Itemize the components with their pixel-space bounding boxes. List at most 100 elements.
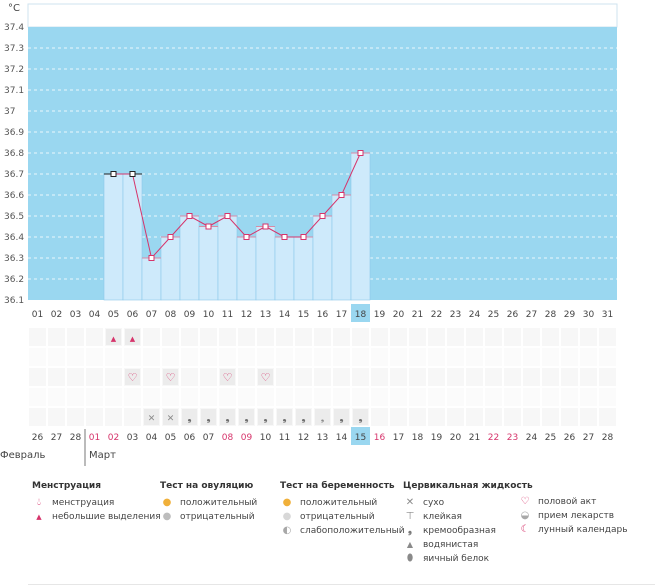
legend-item: ✕ сухо	[403, 496, 533, 510]
temperature-bar	[103, 173, 124, 301]
x-tick-label: 15	[298, 310, 309, 320]
calendar-date: 25	[545, 433, 556, 443]
marker-bg	[163, 409, 178, 425]
legend-cervical: Цервикальная жидкость ✕ сухо ⊤ клейкая ❟…	[403, 481, 533, 566]
marker-cell	[142, 327, 161, 347]
x-icon: ✕	[148, 414, 156, 424]
x-tick-label: 10	[203, 310, 215, 320]
legend-label: клейкая	[423, 512, 462, 522]
marker-cell	[256, 347, 275, 367]
x-tick-label: 13	[260, 310, 271, 320]
legend-title: Цервикальная жидкость	[403, 481, 533, 491]
x-tick-label: 18	[355, 310, 367, 320]
temperature-point	[148, 255, 155, 261]
temperature-point	[129, 171, 136, 177]
calendar-date: 18	[412, 433, 424, 443]
x-tick-label: 24	[469, 310, 481, 320]
marker-cell	[123, 387, 142, 407]
marker-bg	[277, 409, 292, 425]
legend-item: ▲ небольшие выделения	[32, 510, 160, 524]
marker-cell	[351, 327, 370, 347]
temperature-bar	[198, 226, 219, 301]
marker-cell	[446, 407, 465, 427]
weak-circle-icon: ◐	[282, 525, 292, 536]
marker-cell	[408, 387, 427, 407]
temperature-bar	[217, 215, 238, 301]
x-tick-label: 16	[317, 310, 329, 320]
marker-cell	[313, 387, 332, 407]
calendar-date: 03	[127, 433, 138, 443]
marker-bg	[220, 369, 235, 385]
marker-cell	[579, 407, 598, 427]
marker-cell	[237, 387, 256, 407]
marker-cell	[351, 387, 370, 407]
x-icon: ✕	[167, 414, 175, 424]
marker-cell	[541, 327, 560, 347]
marker-cell	[85, 367, 104, 387]
temperature-point	[205, 223, 212, 230]
marker-cell	[294, 367, 313, 387]
marker-cell	[161, 347, 180, 367]
marker-cell	[199, 367, 218, 387]
temperature-bar	[122, 173, 143, 301]
legend-item: ◐ слабоположительный	[280, 524, 405, 538]
x-tick-label: 08	[165, 310, 177, 320]
marker-cell	[275, 387, 294, 407]
calendar-date: 13	[317, 433, 328, 443]
marker-bg	[334, 409, 349, 425]
creamy-icon: ❟	[282, 411, 286, 424]
heart-icon: ♡	[166, 371, 176, 384]
creamy-icon: ❟	[358, 411, 362, 424]
marker-cell	[351, 367, 370, 387]
marker-cell	[427, 387, 446, 407]
marker-cell	[427, 347, 446, 367]
marker-cell	[484, 327, 503, 347]
legend-menstruation: Менструация 💧︎ менструация ▲ небольшие в…	[32, 481, 161, 524]
calendar-date: 20	[450, 433, 462, 443]
temperature-point	[110, 171, 117, 177]
creamy-icon: ❟	[187, 411, 191, 424]
calendar-date: 07	[203, 433, 214, 443]
marker-cell	[484, 367, 503, 387]
temperature-point	[281, 234, 288, 240]
marker-cell	[484, 347, 503, 367]
y-tick-label: 37.2	[4, 65, 24, 75]
temperature-bar	[236, 236, 257, 301]
calendar-date: 05	[165, 433, 176, 443]
x-tick-label: 29	[564, 310, 576, 320]
temperature-bar	[312, 215, 333, 301]
marker-cell	[275, 327, 294, 347]
drop-large-icon: 💧︎	[37, 497, 41, 508]
calendar-date: 11	[279, 433, 290, 443]
marker-bg	[201, 409, 216, 425]
temperature-bar	[141, 257, 162, 301]
marker-cell	[598, 347, 617, 367]
x-tick-label: 25	[488, 310, 499, 320]
marker-cell	[180, 367, 199, 387]
marker-cell	[427, 407, 446, 427]
marker-bg	[125, 369, 140, 385]
marker-cell	[446, 327, 465, 347]
temperature-bar	[331, 194, 352, 301]
marker-cell	[465, 387, 484, 407]
marker-cell	[465, 347, 484, 367]
heart-icon: ♡	[223, 371, 233, 384]
marker-cell	[503, 347, 522, 367]
marker-cell	[218, 327, 237, 347]
legend-item: ☾ лунный календарь	[518, 523, 628, 537]
calendar-date: 12	[298, 433, 309, 443]
x-icon: ✕	[405, 497, 415, 508]
temperature-line	[113, 152, 361, 260]
legend-label: прием лекарств	[538, 511, 615, 521]
marker-cell	[142, 347, 161, 367]
marker-cell	[484, 407, 503, 427]
calendar-date: 21	[469, 433, 480, 443]
drop-small-icon: ▲	[130, 335, 136, 343]
legend-title: Тест на овуляцию	[160, 481, 254, 491]
day-highlight	[351, 304, 370, 322]
calendar-date: 28	[602, 433, 614, 443]
positive-circle-icon: ●	[282, 497, 292, 508]
marker-cell	[142, 367, 161, 387]
marker-cell	[598, 387, 617, 407]
legend-item: ● отрицательный	[280, 510, 405, 524]
